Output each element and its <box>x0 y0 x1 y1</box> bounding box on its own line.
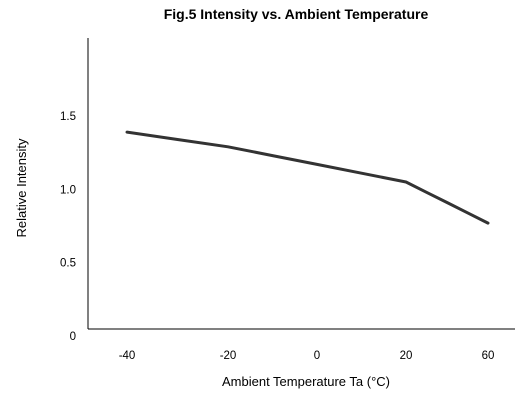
y-tick-label: 0 <box>70 331 76 343</box>
x-tick-label: 20 <box>400 350 413 362</box>
x-tick-label: -40 <box>119 350 136 362</box>
y-tick-label: 1.0 <box>60 184 76 196</box>
y-tick-labels: 0 0.5 1.0 1.5 <box>60 111 76 343</box>
x-tick-labels: -40 -20 0 20 60 <box>119 350 495 362</box>
chart-title: Fig.5 Intensity vs. Ambient Temperature <box>164 6 429 22</box>
y-axis-label: Relative Intensity <box>14 138 29 237</box>
intensity-curve <box>125 130 490 225</box>
y-tick-label: 0.5 <box>60 258 76 270</box>
x-tick-label: -20 <box>220 350 237 362</box>
y-tick-label: 1.5 <box>60 111 76 123</box>
x-tick-label: 0 <box>314 350 320 362</box>
x-tick-label: 60 <box>482 350 495 362</box>
x-axis-label: Ambient Temperature Ta (°C) <box>222 374 390 389</box>
